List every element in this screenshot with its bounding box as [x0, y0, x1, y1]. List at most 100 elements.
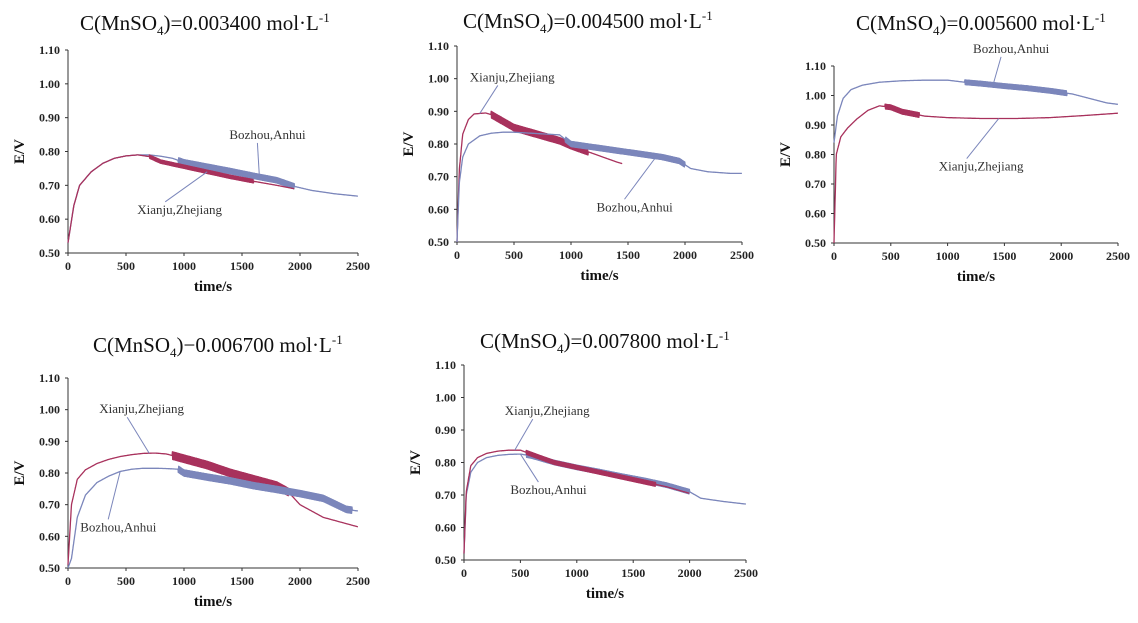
- chart-title: C(MnSO4)=0.005600 mol·L-1: [856, 10, 1106, 39]
- chart-panel-2: C(MnSO4)=0.004500 mol·L-1 0.50 0.60 0.70 0.…: [380, 0, 760, 310]
- y-tick-label: 0.90: [428, 104, 449, 118]
- x-tick-label: 0: [65, 574, 71, 588]
- annotation-leader: [966, 118, 1000, 159]
- x-tick-label: 1000: [172, 574, 196, 588]
- y-axis-label: E/V: [401, 131, 417, 156]
- series-annotation: Xianju,Zhejiang: [470, 69, 555, 84]
- chart-plot: 0.50 0.60 0.70 0.80 0.90 1.00 1.10 0 500 1000 1500…: [12, 43, 370, 295]
- x-tick-label: 500: [505, 248, 523, 262]
- y-tick-label: 0.70: [39, 178, 60, 192]
- series-annotation: Xianju,Zhejiang: [939, 159, 1024, 174]
- y-axis-label: E/V: [12, 139, 28, 164]
- y-axis-label: E/V: [408, 450, 424, 475]
- y-tick-label: 0.70: [435, 488, 456, 502]
- x-tick-label: 0: [454, 248, 460, 262]
- chart-title: C(MnSO4)=0.003400 mol·L-1: [80, 10, 330, 39]
- x-tick-label: 1500: [621, 566, 645, 580]
- series-annotation: Xianju,Zhejiang: [137, 202, 222, 217]
- x-tick-label: 2500: [1106, 249, 1130, 263]
- y-tick-label: 0.60: [428, 202, 449, 216]
- series-line-xianju-zhejiang: [67, 451, 359, 565]
- y-tick-label: 1.10: [428, 39, 449, 53]
- annotation-leader: [126, 416, 150, 454]
- y-tick-label: 0.80: [435, 456, 456, 470]
- x-axis-label: time/s: [194, 594, 232, 610]
- chart-plot: 0.50 0.60 0.70 0.80 0.90 1.00 1.10 0 500 1000 1500…: [778, 41, 1130, 285]
- y-axis-label: E/V: [778, 142, 794, 167]
- chart-panel-4: C(MnSO4)−0.006700 mol·L-1 0.50 0.60 0.70 0.…: [0, 318, 380, 623]
- x-tick-label: 1000: [172, 259, 196, 273]
- x-tick-label: 2500: [346, 574, 370, 588]
- y-tick-label: 0.70: [428, 170, 449, 184]
- y-tick-label: 0.50: [805, 236, 826, 250]
- series-annotation: Bozhou,Anhui: [80, 519, 157, 534]
- y-tick-label: 0.70: [805, 177, 826, 191]
- series-annotation: Bozhou,Anhui: [229, 127, 306, 142]
- x-tick-label: 2000: [1049, 249, 1073, 263]
- x-tick-label: 2000: [288, 259, 312, 273]
- y-tick-label: 0.80: [805, 148, 826, 162]
- annotation-leader: [107, 471, 121, 520]
- y-tick-label: 0.80: [39, 145, 60, 159]
- x-tick-label: 2500: [730, 248, 754, 262]
- y-axis-label: E/V: [12, 460, 28, 485]
- y-tick-label: 0.50: [39, 561, 60, 575]
- x-tick-label: 1500: [616, 248, 640, 262]
- y-tick-label: 1.10: [39, 371, 60, 385]
- y-tick-label: 1.10: [805, 59, 826, 73]
- chart-panel-1: C(MnSO4)=0.003400 mol·L-1 0.50 0.60 0.70 0.…: [0, 0, 380, 310]
- x-tick-label: 1000: [559, 248, 583, 262]
- series-line-xianju-zhejiang: [833, 103, 1119, 244]
- annotation-leader: [256, 142, 260, 177]
- annotation-leader: [624, 155, 657, 200]
- chart-plot: 0.50 0.60 0.70 0.80 0.90 1.00 1.10 0 500 1000 1500…: [408, 358, 758, 602]
- y-tick-label: 0.90: [39, 111, 60, 125]
- y-tick-label: 0.90: [435, 423, 456, 437]
- y-tick-label: 0.80: [39, 466, 60, 480]
- chart-plot: 0.50 0.60 0.70 0.80 0.90 1.00 1.10 0 500 1000 1500…: [12, 371, 370, 610]
- series-line-bozhou-anhui: [67, 154, 359, 243]
- y-tick-label: 0.80: [428, 137, 449, 151]
- x-tick-label: 2000: [678, 566, 702, 580]
- x-tick-label: 1000: [936, 249, 960, 263]
- y-tick-label: 1.00: [435, 391, 456, 405]
- x-tick-label: 1500: [230, 574, 254, 588]
- y-tick-label: 0.60: [435, 521, 456, 535]
- annotation-leader: [519, 453, 539, 483]
- series-line-bozhou-anhui: [67, 465, 359, 569]
- x-tick-label: 1000: [565, 566, 589, 580]
- x-axis-label: time/s: [194, 279, 232, 295]
- y-tick-label: 1.10: [39, 43, 60, 57]
- x-tick-label: 2000: [288, 574, 312, 588]
- annotation-leader: [164, 171, 208, 203]
- y-tick-label: 0.60: [805, 207, 826, 221]
- series-annotation: Xianju,Zhejiang: [505, 403, 590, 418]
- x-tick-label: 500: [511, 566, 529, 580]
- x-tick-label: 2000: [673, 248, 697, 262]
- x-tick-label: 2500: [346, 259, 370, 273]
- y-tick-label: 0.60: [39, 529, 60, 543]
- chart-title: C(MnSO4)−0.006700 mol·L-1: [93, 332, 343, 361]
- x-tick-label: 1500: [992, 249, 1016, 263]
- series-annotation: Bozhou,Anhui: [597, 199, 674, 214]
- chart-panel-3: C(MnSO4)=0.005600 mol·L-1 0.50 0.60 0.70 0.…: [760, 0, 1138, 310]
- x-tick-label: 500: [882, 249, 900, 263]
- x-tick-label: 2500: [734, 566, 758, 580]
- y-tick-label: 1.00: [39, 403, 60, 417]
- x-tick-label: 0: [461, 566, 467, 580]
- series-line-xianju-zhejiang: [67, 154, 295, 243]
- x-axis-label: time/s: [580, 268, 618, 284]
- y-tick-label: 0.90: [39, 434, 60, 448]
- y-tick-label: 1.10: [435, 358, 456, 372]
- y-tick-label: 1.00: [428, 72, 449, 86]
- chart-plot: 0.50 0.60 0.70 0.80 0.90 1.00 1.10 0 500 1000 1500…: [401, 39, 754, 284]
- annotation-leader: [479, 85, 499, 114]
- series-line-bozhou-anhui: [463, 452, 747, 554]
- y-tick-label: 0.50: [428, 235, 449, 249]
- x-axis-label: time/s: [957, 269, 995, 285]
- y-tick-label: 0.90: [805, 118, 826, 132]
- series-annotation: Bozhou,Anhui: [510, 482, 587, 497]
- chart-title: C(MnSO4)=0.004500 mol·L-1: [463, 8, 713, 37]
- x-tick-label: 500: [117, 259, 135, 273]
- annotation-leader: [514, 418, 534, 451]
